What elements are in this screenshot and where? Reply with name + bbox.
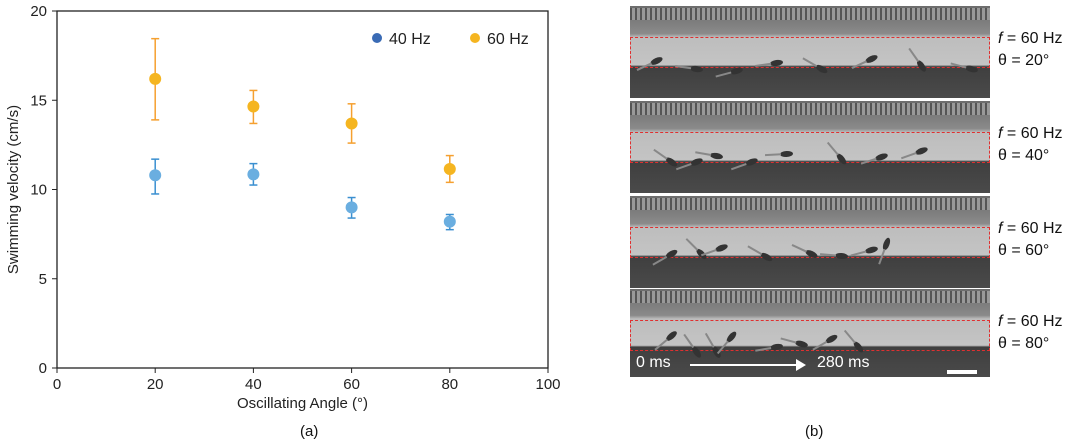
frequency-label: = 60 Hz: [1006, 220, 1063, 237]
video-frame-panel: [630, 6, 990, 98]
time-end-label: 280 ms: [817, 354, 870, 371]
time-start-label: 0 ms: [636, 354, 671, 371]
f-symbol: f: [998, 313, 1003, 330]
data-point: [149, 169, 162, 182]
y-tick-label: 5: [39, 271, 47, 288]
ruler-scale: [630, 103, 990, 115]
data-point: [247, 168, 260, 181]
y-tick-label: 20: [30, 3, 47, 20]
frequency-label: = 60 Hz: [1006, 30, 1063, 47]
robot-fish: [834, 252, 849, 260]
f-symbol: f: [998, 220, 1003, 237]
roi-dashed-box: [630, 320, 990, 351]
y-tick-label: 10: [30, 182, 47, 199]
data-point: [345, 117, 358, 130]
y-axis-label: Swimming velocity (cm/s): [5, 105, 22, 274]
legend-label: 60 Hz: [487, 31, 529, 48]
condition-label: f = 60 Hz θ = 60°: [998, 218, 1063, 262]
caption-b: (b): [805, 423, 824, 440]
x-tick-label: 40: [245, 376, 262, 393]
roi-dashed-box: [630, 227, 990, 258]
data-point: [247, 100, 260, 113]
plot-frame: [56, 10, 549, 369]
angle-label: θ = 40°: [998, 147, 1050, 164]
y-tick-label: 0: [39, 360, 47, 377]
legend-marker: [372, 33, 382, 43]
angle-label: θ = 20°: [998, 52, 1050, 69]
frequency-label: = 60 Hz: [1006, 313, 1063, 330]
time-arrow: [690, 364, 798, 366]
arrow-head-icon: [796, 359, 806, 371]
velocity-chart: 0 20 40 60 80 100 0 5 10 15 20 Oscillating Angle (°…: [5, 3, 561, 412]
data-point: [443, 162, 456, 175]
x-tick-label: 0: [53, 376, 61, 393]
video-frame-panel: [630, 196, 990, 288]
ruler-scale: [630, 291, 990, 303]
legend-label: 40 Hz: [389, 31, 431, 48]
roi-dashed-box: [630, 132, 990, 163]
x-tick-label: 100: [535, 376, 560, 393]
ruler-scale: [630, 8, 990, 20]
scale-bar: [947, 370, 977, 374]
caption-a: (a): [300, 423, 319, 440]
video-frame-panel: [630, 289, 990, 377]
x-tick-label: 60: [343, 376, 360, 393]
roi-dashed-box: [630, 37, 990, 68]
x-axis-label: Oscillating Angle (°): [237, 395, 368, 412]
condition-label: f = 60 Hz θ = 40°: [998, 123, 1063, 167]
condition-label: f = 60 Hz θ = 80°: [998, 311, 1063, 355]
data-point: [149, 72, 162, 85]
x-tick-label: 80: [441, 376, 458, 393]
f-symbol: f: [998, 125, 1003, 142]
f-symbol: f: [998, 30, 1003, 47]
angle-label: θ = 60°: [998, 242, 1050, 259]
frequency-label: = 60 Hz: [1006, 125, 1063, 142]
legend-marker: [470, 33, 480, 43]
video-frame-panel: [630, 101, 990, 193]
condition-label: f = 60 Hz θ = 20°: [998, 28, 1063, 72]
ruler-scale: [630, 198, 990, 210]
data-point: [345, 201, 358, 214]
data-point: [443, 215, 456, 228]
x-tick-label: 20: [147, 376, 164, 393]
angle-label: θ = 80°: [998, 335, 1050, 352]
y-tick-label: 15: [30, 92, 47, 109]
